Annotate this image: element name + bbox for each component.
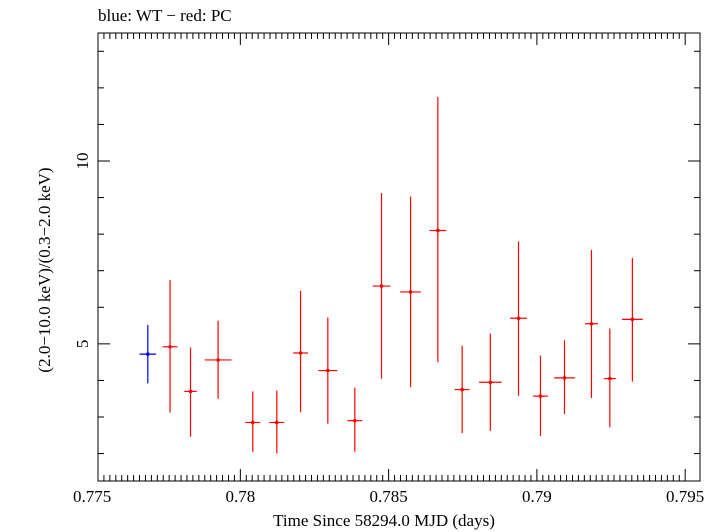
point-marker (436, 228, 440, 233)
data-point (318, 317, 338, 424)
data-point (479, 333, 502, 431)
point-marker (298, 351, 303, 355)
data-point (622, 257, 643, 382)
point-marker (516, 316, 521, 321)
axis-ticks (97, 33, 700, 481)
point-marker (353, 418, 357, 423)
data-point (139, 324, 157, 384)
data-point (584, 249, 598, 398)
x-tick-label: 0.785 (369, 487, 407, 506)
data-point (204, 320, 232, 399)
point-marker (275, 420, 279, 425)
data-point (510, 241, 527, 396)
data-point (269, 390, 285, 454)
data-point (245, 391, 261, 452)
point-marker (408, 290, 413, 294)
point-marker (379, 284, 384, 288)
data-point (554, 340, 575, 415)
data-point (162, 279, 178, 413)
data-point (347, 387, 363, 452)
point-marker (188, 389, 193, 394)
point-marker (630, 317, 635, 322)
point-marker (562, 376, 567, 380)
data-point (400, 196, 421, 388)
data-point (372, 193, 391, 379)
y-tick-label: 5 (73, 340, 92, 349)
point-marker (168, 344, 172, 349)
data-points (139, 97, 643, 454)
x-tick-label: 0.775 (73, 487, 111, 506)
axis-tick-labels: 0.775 0.78 0.785 0.79 0.795 5 10 (73, 153, 704, 507)
plot-frame (97, 32, 701, 482)
point-marker (589, 321, 594, 326)
point-marker (538, 394, 543, 398)
data-point (293, 290, 308, 413)
x-tick-label: 0.79 (522, 487, 552, 506)
data-point (429, 97, 447, 363)
data-point (184, 347, 197, 437)
point-marker (608, 376, 612, 381)
point-marker (488, 380, 493, 385)
data-point (533, 355, 548, 437)
data-point (603, 328, 616, 428)
data-point (454, 345, 470, 434)
point-marker (326, 368, 330, 373)
point-marker (460, 387, 464, 392)
chart-title: blue: WT − red: PC (98, 6, 232, 25)
x-tick-label: 0.78 (225, 487, 255, 506)
point-marker (251, 420, 255, 425)
point-marker (146, 352, 150, 356)
point-marker (216, 358, 220, 362)
x-axis-label: Time Since 58294.0 MJD (days) (273, 511, 495, 530)
x-tick-label: 0.795 (666, 487, 704, 506)
y-tick-label: 10 (73, 153, 92, 170)
y-axis-label: (2.0−10.0 keV)/(0.3−2.0 keV) (35, 167, 54, 372)
